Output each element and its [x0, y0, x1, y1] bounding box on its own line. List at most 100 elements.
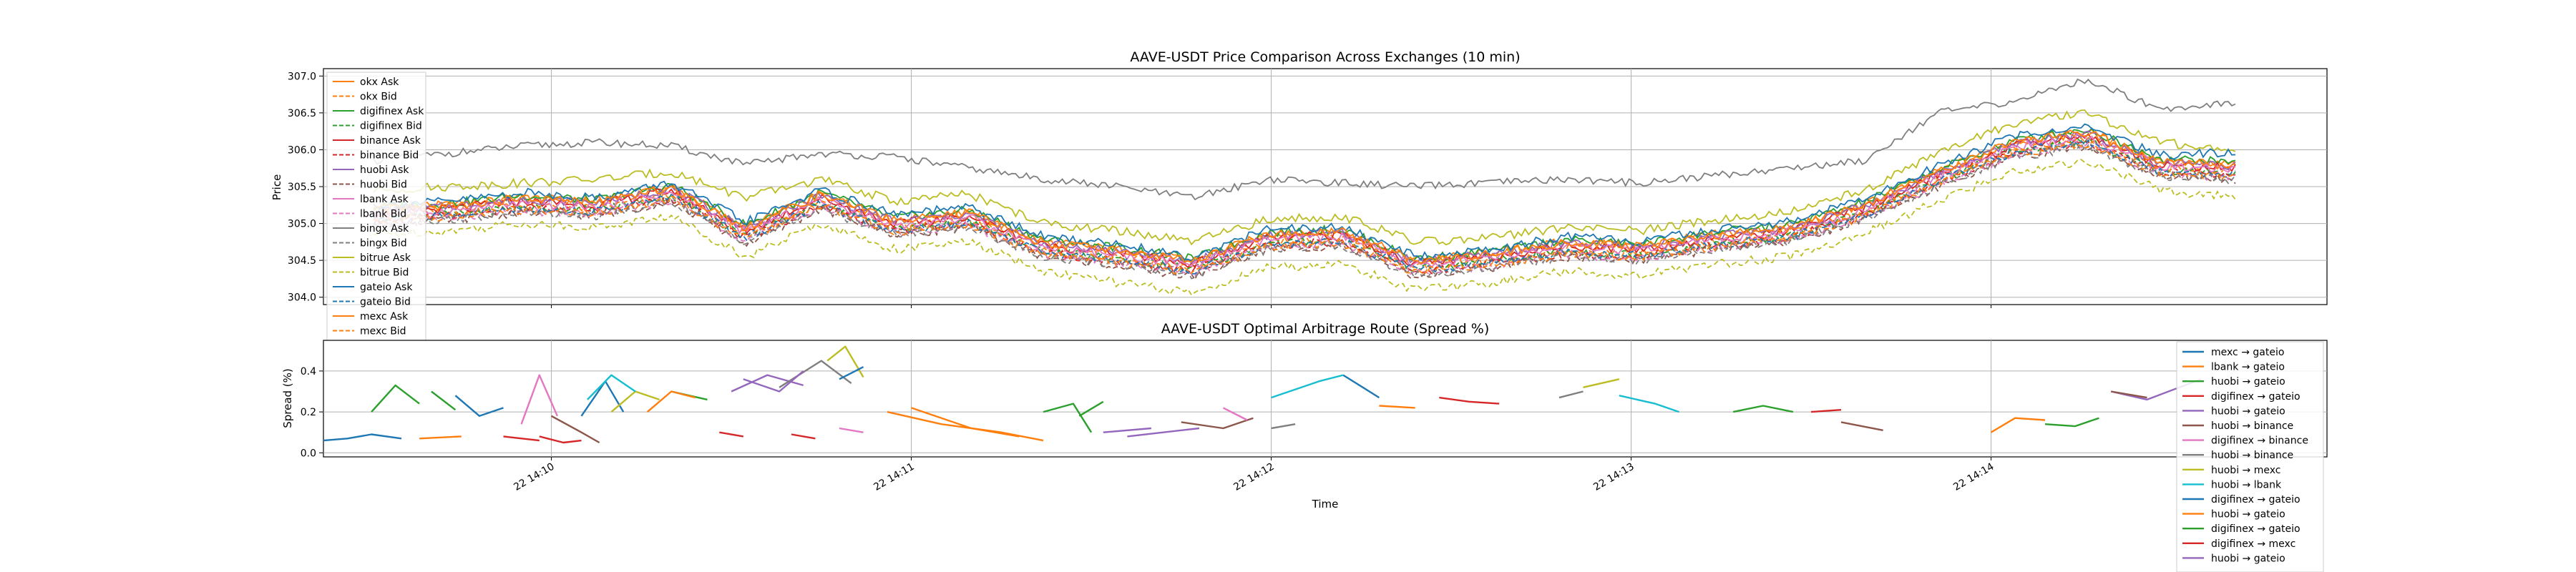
- arbitrage-legend-label: lbank → gateio: [2211, 362, 2285, 373]
- price-y-ticks: 304.0 304.5 305.0 305.5 306.0 306.5 307.0: [288, 71, 1992, 308]
- price-legend-label: gateio Ask: [360, 282, 413, 293]
- arbitrage-legend-label: digifinex → gateio: [2211, 494, 2301, 506]
- arbitrage-line-segment: [1619, 395, 1679, 413]
- price-y-axis-label: Price: [270, 174, 283, 201]
- arbitrage-legend-label: digifinex → mexc: [2211, 538, 2296, 550]
- arbitrage-legend-label: digifinex → gateio: [2211, 391, 2301, 403]
- arbitrage-y-ticks: 0.0 0.2 0.4: [301, 366, 323, 459]
- price-comparison-panel: AAVE-USDT Price Comparison Across Exchan…: [270, 49, 2328, 342]
- arbitrage-line-segment: [587, 374, 636, 400]
- price-y-tick-label: 304.5: [288, 255, 316, 267]
- arbitrage-legend-label: huobi → gateio: [2211, 405, 2285, 417]
- arbitrage-chart-title: AAVE-USDT Optimal Arbitrage Route (Sprea…: [1161, 321, 1490, 337]
- arbitrage-line-segment: [431, 390, 457, 411]
- arbitrage-line-segment: [839, 366, 864, 380]
- arbitrage-legend: mexc → gateio lbank → gateio huobi → gatei…: [2176, 341, 2324, 572]
- price-legend-label: okx Ask: [360, 77, 399, 88]
- arbitrage-line-segment: [1990, 417, 2046, 433]
- price-y-tick-label: 305.5: [288, 182, 316, 193]
- price-line-mexc-bid: [373, 140, 2236, 276]
- price-legend-items: okx Ask okx Bid digifinex Ask digifinex Bid…: [333, 77, 424, 337]
- arbitrage-line-segment: [551, 415, 600, 444]
- arbitrage-legend-label: huobi → lbank: [2211, 479, 2282, 490]
- arbitrage-x-axis-label: Time: [1312, 498, 1339, 511]
- price-y-tick-label: 306.5: [288, 108, 316, 119]
- arbitrage-line-segment: [1558, 390, 1584, 399]
- price-legend: okx Ask okx Bid digifinex Ask digifinex Bid…: [326, 72, 426, 342]
- arbitrage-legend-label: mexc → gateio: [2211, 347, 2284, 358]
- price-line-bitrue-ask: [373, 109, 2236, 246]
- price-legend-label: bitrue Bid: [360, 267, 409, 279]
- arbitrage-y-axis-label: Spread (%): [281, 368, 294, 428]
- arbitrage-legend-label: huobi → gateio: [2211, 376, 2285, 388]
- price-legend-label: lbank Bid: [360, 209, 406, 220]
- arbitrage-legend-label: digifinex → binance: [2211, 435, 2308, 447]
- arbitrage-line-segment: [1810, 409, 1842, 413]
- arbitrage-series-lines: [323, 345, 2202, 444]
- price-legend-label: okx Bid: [360, 92, 397, 103]
- arbitrage-line-segment: [1583, 378, 1620, 388]
- arbitrage-legend-items: mexc → gateio lbank → gateio huobi → gatei…: [2182, 347, 2308, 564]
- arbitrage-line-segment: [646, 390, 696, 413]
- arbitrage-line-segment: [520, 374, 558, 425]
- arbitrage-line-segment: [2044, 417, 2099, 428]
- price-legend-box: [326, 72, 426, 342]
- arbitrage-line-segment: [2110, 390, 2147, 399]
- arbitrage-legend-label: digifinex → gateio: [2211, 523, 2301, 535]
- price-legend-label: lbank Ask: [360, 194, 409, 205]
- arbitrage-line-segment: [1379, 405, 1415, 409]
- price-legend-label: digifinex Ask: [360, 106, 424, 117]
- price-legend-label: binance Bid: [360, 150, 419, 162]
- price-legend-label: binance Ask: [360, 135, 421, 147]
- price-legend-label: gateio Bid: [360, 297, 411, 308]
- price-legend-label: bingx Bid: [360, 238, 407, 250]
- price-grid: [323, 69, 2327, 305]
- price-y-tick-label: 304.0: [288, 292, 316, 304]
- arbitrage-line-segment: [826, 345, 864, 378]
- arbitrage-line-segment: [1271, 374, 1344, 399]
- price-chart-title: AAVE-USDT Price Comparison Across Exchan…: [1130, 49, 1520, 65]
- arbitrage-line-segment: [1840, 421, 1883, 431]
- arbitrage-legend-label: huobi → gateio: [2211, 553, 2285, 564]
- arbitrage-line-segment: [539, 435, 582, 444]
- arbitrage-line-segment: [1043, 403, 1093, 433]
- arbitrage-line-segment: [1222, 407, 1248, 421]
- price-legend-label: mexc Ask: [360, 311, 409, 322]
- arbitrage-legend-label: huobi → binance: [2211, 450, 2293, 461]
- arbitrage-line-segment: [1439, 396, 1500, 405]
- price-legend-label: mexc Bid: [360, 326, 406, 337]
- price-line-bitrue-bid: [373, 159, 2236, 296]
- arbitrage-plot-area: [323, 340, 2328, 458]
- price-line-mexc-ask: [373, 129, 2236, 265]
- arbitrage-line-segment: [1271, 423, 1296, 430]
- arbitrage-line-segment: [503, 435, 540, 442]
- arbitrage-legend-label: huobi → mexc: [2211, 465, 2280, 476]
- price-legend-label: huobi Bid: [360, 179, 407, 191]
- arbitrage-legend-box: [2176, 341, 2324, 572]
- arbitrage-legend-label: huobi → binance: [2211, 420, 2293, 432]
- arbitrage-line-segment: [1078, 400, 1104, 417]
- price-y-tick-label: 305.0: [288, 219, 316, 230]
- price-line-bingx-bid: [373, 142, 2236, 280]
- arbitrage-line-segment: [1732, 405, 1794, 413]
- arbitrage-y-tick-label: 0.0: [301, 448, 316, 459]
- price-legend-label: bitrue Ask: [360, 252, 411, 264]
- arbitrage-line-segment: [454, 395, 504, 417]
- price-series-lines: [373, 78, 2236, 296]
- arbitrage-y-tick-label: 0.2: [301, 407, 316, 418]
- arbitrage-line-segment: [1127, 427, 1200, 438]
- price-y-tick-label: 307.0: [288, 71, 316, 82]
- arbitrage-line-segment: [839, 427, 864, 433]
- arbitrage-y-tick-label: 0.4: [301, 366, 316, 378]
- arbitrage-line-segment: [1342, 374, 1380, 399]
- price-legend-label: huobi Ask: [360, 164, 409, 176]
- arbitrage-line-segment: [419, 435, 462, 440]
- arbitrage-line-segment: [1181, 417, 1254, 430]
- price-line-bingx-ask: [373, 78, 2236, 201]
- arbitrage-panel: AAVE-USDT Optimal Arbitrage Route (Sprea…: [281, 321, 2328, 572]
- arbitrage-line-segment: [743, 370, 804, 393]
- price-line-gateio-ask: [373, 123, 2236, 262]
- arbitrage-legend-label: huobi → gateio: [2211, 509, 2285, 521]
- price-legend-label: bingx Ask: [360, 223, 409, 235]
